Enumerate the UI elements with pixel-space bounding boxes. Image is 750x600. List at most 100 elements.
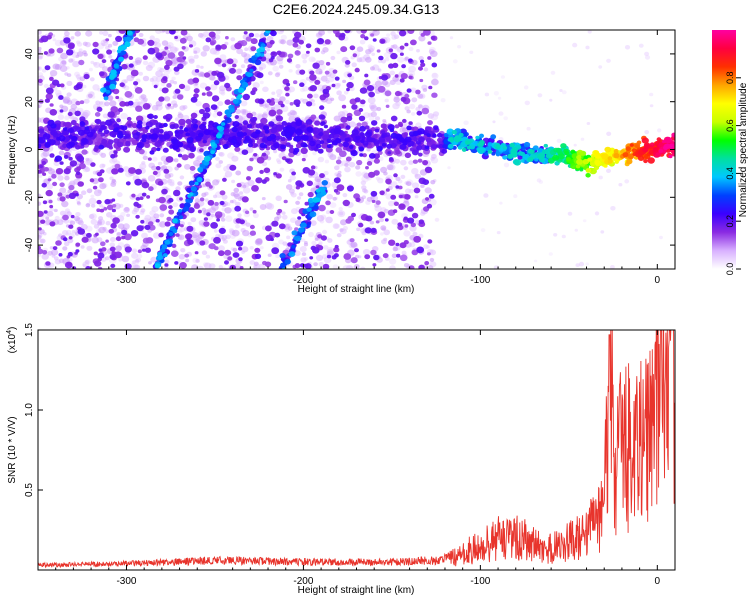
heatmap-cell: [305, 223, 311, 229]
heatmap-cell: [344, 166, 351, 173]
heatmap-cell: [375, 220, 380, 224]
heatmap-cell: [457, 45, 462, 49]
heatmap-cell: [496, 231, 501, 235]
heatmap-cell: [411, 182, 420, 189]
heatmap-cell: [153, 115, 158, 119]
heatmap-cell: [328, 133, 335, 139]
heatmap-cell: [302, 143, 308, 148]
heatmap-cell: [374, 128, 380, 133]
heatmap-cell: [67, 43, 75, 50]
heatmap-cell: [43, 51, 49, 55]
heatmap-cell: [104, 101, 110, 107]
heatmap-cell: [644, 51, 650, 57]
heatmap-cell: [105, 119, 113, 126]
heatmap-cell: [203, 262, 212, 269]
heatmap-cell: [394, 158, 401, 164]
heatmap-cell: [404, 106, 410, 111]
heatmap-cell: [183, 127, 189, 132]
heatmap-cell: [396, 253, 401, 258]
heatmap-cell: [153, 273, 159, 278]
heatmap-cell: [410, 222, 416, 228]
heatmap-cell: [218, 227, 226, 234]
heatmap-cell: [663, 145, 669, 150]
heatmap-cell: [286, 235, 291, 240]
heatmap-cell: [145, 282, 150, 286]
heatmap-cell: [636, 140, 642, 145]
heatmap-cell: [320, 75, 328, 82]
heatmap-cell: [243, 139, 249, 144]
heatmap-cell: [157, 161, 163, 166]
heatmap-cell: [124, 91, 133, 98]
heatmap-cell: [314, 176, 322, 183]
x-tick-label: -300: [116, 576, 136, 587]
heatmap-cell: [185, 233, 193, 240]
heatmap-cell: [491, 151, 496, 156]
heatmap-cell: [70, 119, 77, 126]
heatmap-cell: [319, 187, 326, 193]
heatmap-cell: [60, 52, 68, 60]
heatmap-cell: [95, 118, 102, 125]
heatmap-cell: [356, 57, 363, 63]
heatmap-cell: [69, 160, 78, 167]
heatmap-cell: [260, 133, 266, 138]
heatmap-cell: [217, 245, 225, 252]
heatmap-cell: [224, 82, 231, 89]
heatmap-cell: [49, 246, 54, 250]
heatmap-cell: [264, 261, 272, 268]
heatmap-cell: [135, 98, 139, 103]
heatmap-cell: [390, 52, 398, 60]
heatmap-cell: [246, 112, 253, 119]
heatmap-cell: [404, 42, 409, 47]
heatmap-cell: [38, 117, 42, 123]
heatmap-cell: [216, 133, 222, 139]
heatmap-cell: [359, 125, 366, 132]
heatmap-cell: [53, 208, 58, 213]
heatmap-cell: [606, 58, 611, 63]
heatmap-cell: [167, 103, 172, 107]
heatmap-cell: [288, 126, 296, 134]
heatmap-cell: [430, 180, 436, 185]
heatmap-cell: [53, 256, 59, 261]
heatmap-cell: [295, 200, 300, 205]
heatmap-cell: [523, 141, 531, 148]
heatmap-cell: [268, 25, 274, 30]
heatmap-cell: [165, 59, 173, 67]
heatmap-cell: [279, 253, 286, 259]
heatmap-cell: [220, 44, 227, 50]
heatmap-cell: [373, 158, 380, 164]
heatmap-cell: [336, 173, 342, 178]
heatmap-cell: [83, 98, 90, 104]
heatmap-cell: [40, 238, 46, 244]
heatmap-cell: [431, 92, 438, 98]
heatmap-cell: [158, 124, 164, 129]
heatmap-cell: [199, 240, 206, 246]
heatmap-cell: [224, 207, 232, 214]
heatmap-cell: [174, 70, 180, 76]
heatmap-cell: [391, 218, 399, 225]
heatmap-cell: [575, 263, 580, 267]
heatmap-cell: [360, 99, 366, 105]
heatmap-cell: [399, 30, 407, 37]
heatmap-cell: [123, 146, 131, 153]
heatmap-cell: [190, 217, 197, 223]
heatmap-cell: [192, 77, 200, 84]
heatmap-cell: [110, 106, 119, 113]
heatmap-cell: [93, 189, 102, 197]
heatmap-cell: [72, 60, 80, 68]
heatmap-cell: [239, 219, 245, 225]
heatmap-cell: [529, 149, 535, 154]
heatmap-cell: [64, 31, 70, 37]
heatmap-cell: [191, 232, 199, 239]
heatmap-cell: [280, 136, 286, 142]
heatmap-cell: [393, 34, 400, 39]
heatmap-cell: [395, 176, 401, 182]
heatmap-cell: [75, 242, 81, 247]
heatmap-cell: [185, 132, 190, 137]
heatmap-cell: [346, 115, 353, 121]
heatmap-cell: [576, 155, 582, 160]
heatmap-cell: [142, 60, 149, 66]
heatmap-cell: [427, 239, 433, 244]
heatmap-cell: [271, 91, 276, 95]
heatmap-cell: [124, 41, 131, 47]
heatmap-cell: [237, 213, 242, 218]
